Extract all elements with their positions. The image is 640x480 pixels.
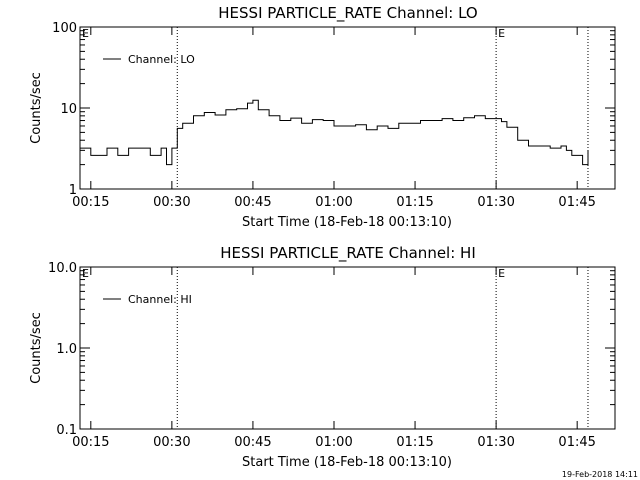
y-tick-label: 10.0 xyxy=(48,261,77,276)
x-tick-label: 01:00 xyxy=(315,435,352,450)
x-tick-label: 01:00 xyxy=(315,195,352,210)
chart-title: HESSI PARTICLE_RATE Channel: LO xyxy=(218,4,477,23)
chart-panel-lo: HESSI PARTICLE_RATE Channel: LO 00:15 00:… xyxy=(29,4,616,230)
chart-title: HESSI PARTICLE_RATE Channel: HI xyxy=(220,244,476,263)
legend: Channel: HI xyxy=(103,293,192,306)
y-tick-group: 1 10 100 xyxy=(52,21,615,198)
plot-frame xyxy=(79,26,616,190)
x-axis-label: Start Time (18-Feb-18 00:13:10) xyxy=(242,215,452,230)
flag-label: E xyxy=(82,27,89,40)
vline-group xyxy=(176,27,589,189)
flag-label: E xyxy=(498,27,505,40)
y-tick-label: 10 xyxy=(60,102,77,117)
flag-label: E xyxy=(498,267,505,280)
chart-panel-hi: HESSI PARTICLE_RATE Channel: HI 00:15 00:… xyxy=(29,244,616,470)
x-tick-label: 00:30 xyxy=(153,195,190,210)
y-axis-label: Counts/sec xyxy=(29,312,44,384)
x-tick-label: 01:30 xyxy=(477,195,514,210)
y-tick-label: 1.0 xyxy=(56,342,77,357)
y-tick-group: 0.1 1.0 10.0 xyxy=(48,261,615,438)
x-axis-label: Start Time (18-Feb-18 00:13:10) xyxy=(242,455,452,470)
series-line-channel-lo xyxy=(80,99,589,166)
flag-label: E xyxy=(82,267,89,280)
x-tick-label: 01:15 xyxy=(396,435,433,450)
plot-frame xyxy=(79,266,616,430)
x-tick-label: 01:45 xyxy=(558,195,595,210)
timestamp: 19-Feb-2018 14:11 xyxy=(562,470,638,479)
y-tick-label: 100 xyxy=(52,21,77,36)
x-tick-label: 00:15 xyxy=(72,435,109,450)
x-tick-label: 01:15 xyxy=(396,195,433,210)
y-tick-label: 1 xyxy=(69,183,77,198)
x-tick-label: 00:15 xyxy=(72,195,109,210)
legend-label: Channel: HI xyxy=(128,293,192,306)
x-tick-label: 00:30 xyxy=(153,435,190,450)
legend-label: Channel: LO xyxy=(128,53,195,66)
y-axis-label: Counts/sec xyxy=(29,72,44,144)
x-tick-label: 00:45 xyxy=(234,195,271,210)
x-tick-label: 01:30 xyxy=(477,435,514,450)
vline-group xyxy=(176,267,589,429)
y-tick-label: 0.1 xyxy=(56,423,77,438)
x-tick-label: 01:45 xyxy=(558,435,595,450)
legend: Channel: LO xyxy=(103,53,195,66)
x-tick-label: 00:45 xyxy=(234,435,271,450)
x-tick-group: 00:15 00:30 00:45 01:00 01:15 01:30 01:45 xyxy=(72,267,596,450)
x-tick-group: 00:15 00:30 00:45 01:00 01:15 01:30 01:45 xyxy=(72,27,596,210)
